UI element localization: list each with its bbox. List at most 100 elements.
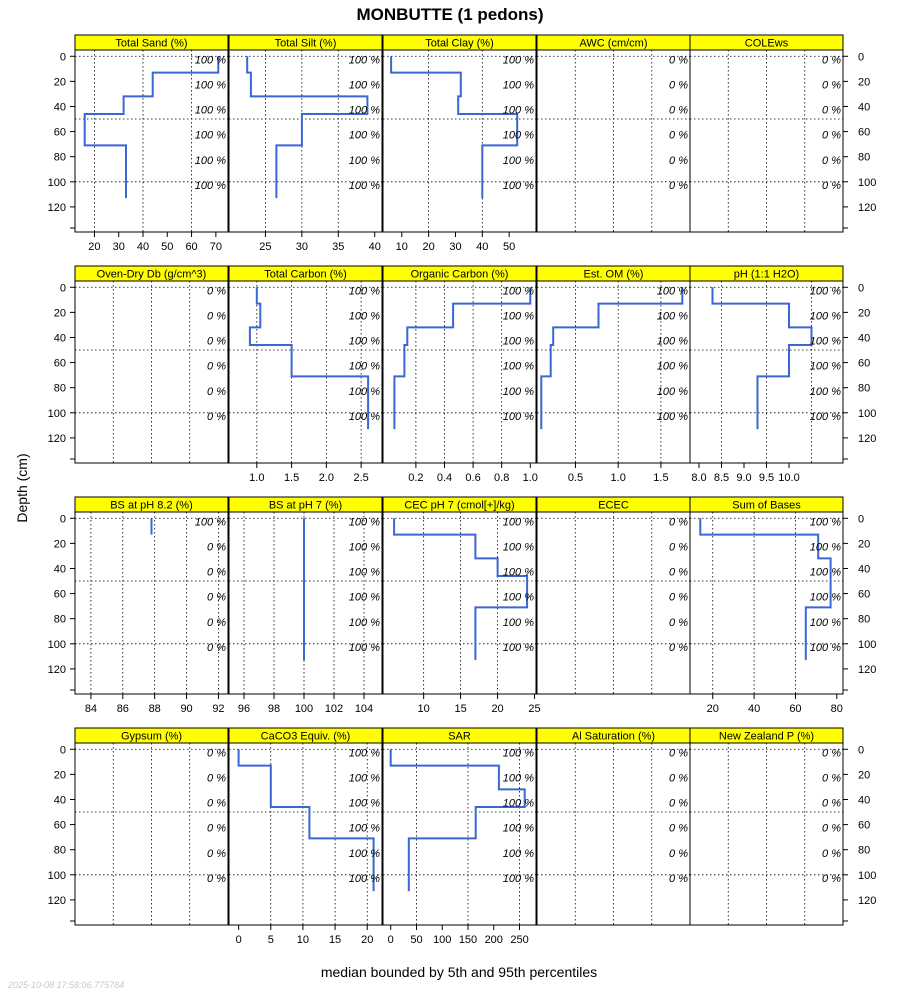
- depth-tick-label: 40: [858, 563, 870, 575]
- strip-label: COLEws: [745, 38, 789, 50]
- percent-label: 100 %: [657, 285, 688, 297]
- x-tick-label: 8.0: [691, 472, 706, 484]
- median-profile-line: [393, 518, 529, 661]
- percent-label: 100 %: [810, 311, 841, 323]
- x-tick-label: 20: [88, 241, 100, 253]
- depth-tick-label: 80: [858, 614, 870, 626]
- percent-label: 100 %: [810, 617, 841, 629]
- percent-label: 100 %: [503, 105, 534, 117]
- percent-label: 0 %: [207, 773, 226, 785]
- depth-tick-label: 60: [858, 589, 870, 601]
- percent-label: 100 %: [657, 311, 688, 323]
- median-profile-line: [540, 287, 684, 430]
- panel-16-frame: [228, 742, 383, 926]
- percent-label: 100 %: [349, 798, 380, 810]
- percent-label: 100 %: [810, 386, 841, 398]
- percent-label: 100 %: [195, 130, 226, 142]
- percent-label: 100 %: [349, 542, 380, 554]
- x-tick-label: 25: [259, 241, 271, 253]
- median-profile-line: [711, 287, 813, 430]
- median-profile-line: [83, 56, 220, 199]
- percent-label: 100 %: [503, 642, 534, 654]
- median-profile-line: [389, 749, 526, 892]
- x-tick-label: 1.5: [284, 472, 299, 484]
- depth-tick-label: 0: [60, 513, 66, 525]
- depth-tick-label: 120: [48, 202, 66, 214]
- panel-15-frame: [74, 742, 229, 926]
- x-tick-label: 8.5: [714, 472, 729, 484]
- percent-label: 100 %: [503, 823, 534, 835]
- depth-tick-label: 120: [858, 664, 876, 676]
- depth-tick-label: 0: [858, 51, 864, 63]
- depth-tick-label: 100: [858, 639, 876, 651]
- percent-label: 0 %: [207, 361, 226, 373]
- x-tick-label: 98: [268, 703, 280, 715]
- percent-label: 0 %: [207, 567, 226, 579]
- depth-tick-label: 40: [54, 563, 66, 575]
- x-tick-label: 1.0: [523, 472, 538, 484]
- x-tick-label: 50: [503, 241, 515, 253]
- panel-13-frame: [536, 511, 691, 695]
- depth-tick-label: 40: [858, 332, 870, 344]
- percent-label: 100 %: [195, 105, 226, 117]
- percent-label: 100 %: [349, 642, 380, 654]
- x-tick-label: 0.4: [437, 472, 452, 484]
- panel-10-frame: [74, 511, 229, 695]
- panel-14-frame: [689, 511, 844, 695]
- percent-label: 100 %: [349, 773, 380, 785]
- x-tick-label: 2.5: [353, 472, 368, 484]
- percent-label: 100 %: [349, 285, 380, 297]
- strip-label: Total Sand (%): [115, 38, 187, 50]
- x-tick-label: 10: [418, 703, 430, 715]
- depth-tick-label: 40: [858, 794, 870, 806]
- percent-label: 100 %: [503, 617, 534, 629]
- percent-label: 100 %: [503, 848, 534, 860]
- x-tick-label: 50: [410, 934, 422, 946]
- percent-label: 0 %: [822, 130, 841, 142]
- depth-tick-label: 80: [54, 383, 66, 395]
- panel-5-frame: [74, 280, 229, 464]
- depth-tick-label: 0: [60, 51, 66, 63]
- x-tick-label: 0.5: [568, 472, 583, 484]
- percent-label: 100 %: [503, 516, 534, 528]
- percent-label: 100 %: [810, 411, 841, 423]
- depth-tick-label: 120: [858, 202, 876, 214]
- percent-label: 0 %: [822, 155, 841, 167]
- x-tick-label: 102: [325, 703, 343, 715]
- percent-label: 100 %: [503, 386, 534, 398]
- percent-label: 0 %: [207, 747, 226, 759]
- percent-label: 0 %: [669, 747, 688, 759]
- percent-label: 100 %: [349, 823, 380, 835]
- panel-0-frame: [74, 49, 229, 233]
- depth-tick-label: 20: [54, 769, 66, 781]
- percent-label: 100 %: [349, 411, 380, 423]
- x-tick-label: 80: [831, 703, 843, 715]
- x-tick-label: 0: [388, 934, 394, 946]
- y-axis-label: Depth (cm): [14, 453, 30, 523]
- strip-label: pH (1:1 H2O): [734, 269, 799, 281]
- percent-label: 100 %: [349, 386, 380, 398]
- percent-label: 0 %: [822, 54, 841, 66]
- x-tick-label: 30: [449, 241, 461, 253]
- x-tick-label: 250: [510, 934, 528, 946]
- percent-label: 0 %: [669, 80, 688, 92]
- percent-label: 0 %: [669, 155, 688, 167]
- percent-label: 100 %: [349, 105, 380, 117]
- x-tick-label: 60: [789, 703, 801, 715]
- percent-label: 100 %: [349, 873, 380, 885]
- x-tick-label: 1.5: [653, 472, 668, 484]
- depth-tick-label: 40: [54, 332, 66, 344]
- x-tick-label: 0.8: [494, 472, 509, 484]
- percent-label: 0 %: [207, 848, 226, 860]
- percent-label: 100 %: [657, 361, 688, 373]
- strip-label: Oven-Dry Db (g/cm^3): [97, 269, 207, 281]
- percent-label: 0 %: [669, 54, 688, 66]
- strip-label: BS at pH 8.2 (%): [110, 500, 193, 512]
- strip-label: BS at pH 7 (%): [269, 500, 342, 512]
- percent-label: 0 %: [207, 592, 226, 604]
- x-tick-label: 70: [210, 241, 222, 253]
- percent-label: 0 %: [669, 823, 688, 835]
- percent-label: 0 %: [822, 823, 841, 835]
- x-tick-label: 200: [485, 934, 503, 946]
